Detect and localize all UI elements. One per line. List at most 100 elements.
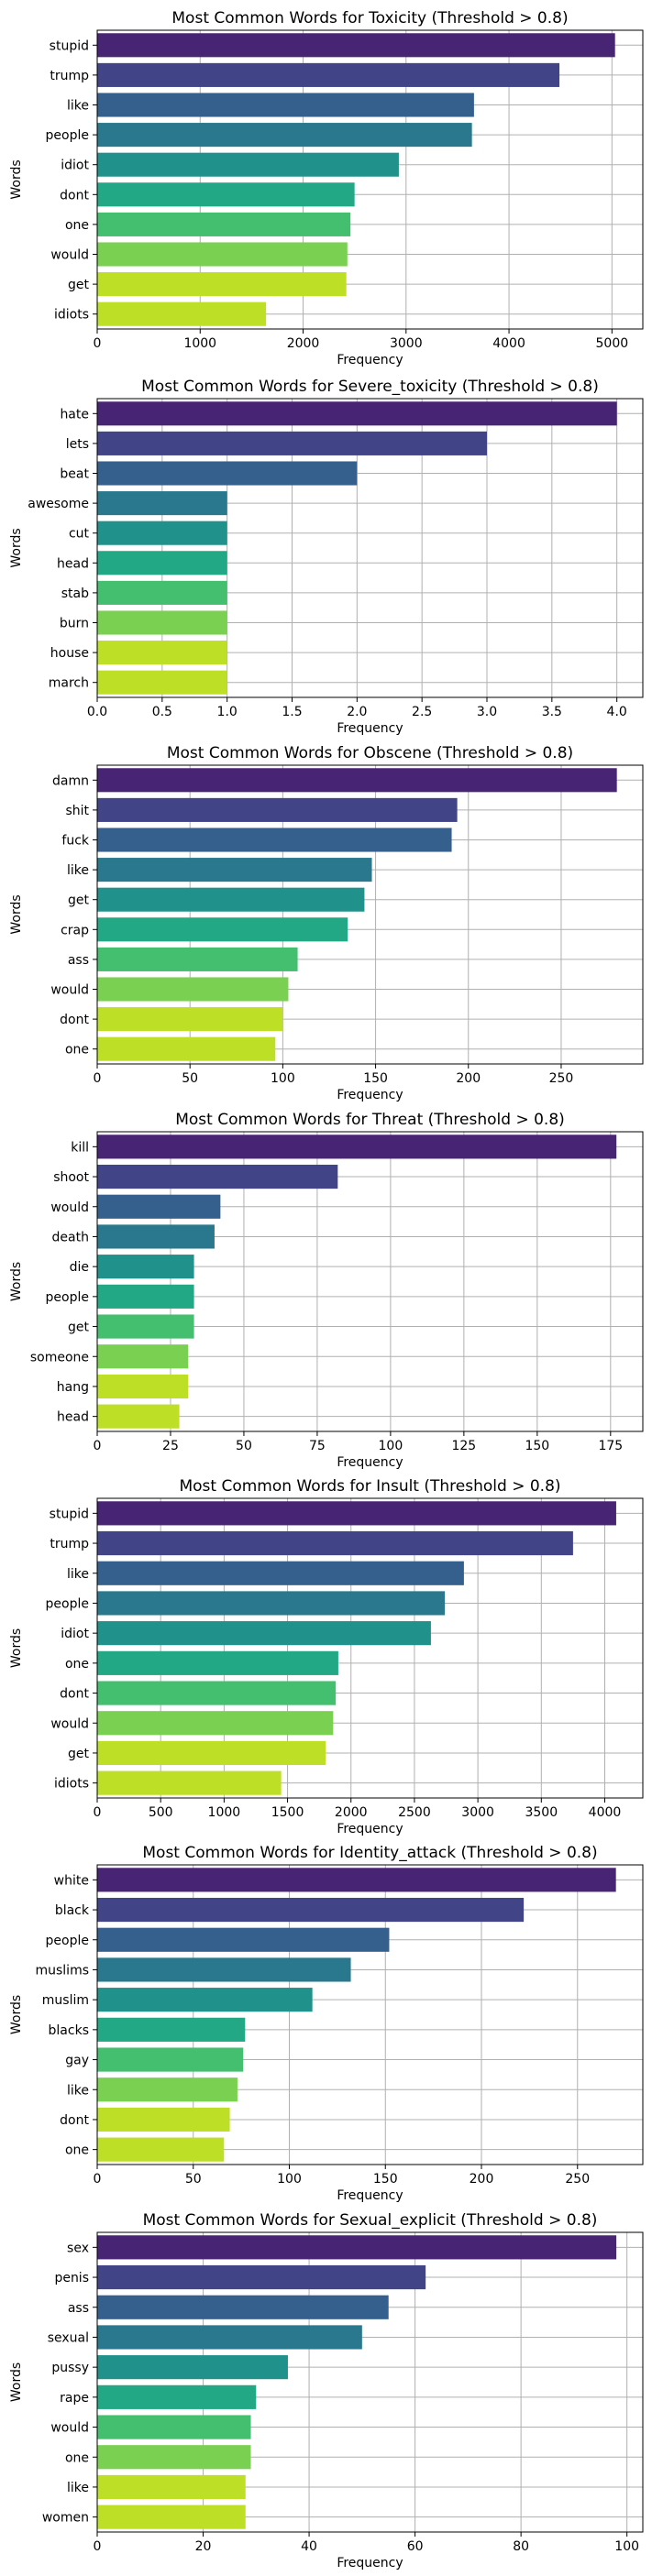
x-tick-label: 200 (456, 1071, 481, 1086)
x-tick-label: 4000 (492, 336, 525, 351)
plot-frame (96, 1864, 644, 2165)
x-tick-label: 4000 (589, 1805, 622, 1820)
y-axis-label: Words (9, 1262, 24, 1301)
y-tick-label: would (50, 2421, 89, 2436)
bar-one (97, 2445, 251, 2470)
bar-would (97, 1711, 334, 1736)
x-tick-label: 150 (525, 1439, 549, 1453)
x-tick-label: 20 (195, 2539, 212, 2554)
y-tick-label: women (42, 2511, 89, 2526)
chart-panel-3: Most Common Words for Obscene (Threshold… (9, 744, 644, 1102)
y-tick-label: awesome (28, 497, 89, 511)
y-tick-label: die (70, 1260, 89, 1275)
bar-get (97, 887, 365, 912)
bar-muslim (97, 1988, 313, 2012)
y-tick-label: idiots (54, 1777, 89, 1792)
bar-idiots (97, 301, 267, 326)
bar-dont (97, 2107, 230, 2132)
x-tick-label: 5000 (596, 336, 629, 351)
bar-ass (97, 2295, 389, 2319)
plot-frame (96, 29, 644, 330)
y-tick-label: muslims (35, 1963, 89, 1978)
x-tick-label: 1500 (271, 1805, 304, 1820)
x-tick-label: 250 (549, 1071, 574, 1086)
bar-trump (97, 62, 560, 87)
x-tick-label: 100 (379, 1439, 403, 1453)
bar-shoot (97, 1164, 338, 1189)
bar-muslims (97, 1957, 351, 1982)
x-tick-label: 3.0 (477, 705, 497, 719)
x-tick-label: 3500 (525, 1805, 558, 1820)
bar-idiots (97, 1770, 282, 1795)
bar-stupid (97, 33, 615, 58)
bar-kill (97, 1135, 617, 1159)
chart-panel-6: Most Common Words for Identity_attack (T… (9, 1844, 644, 2203)
x-tick-label: 1.0 (217, 705, 238, 719)
bar-black (97, 1897, 525, 1923)
y-tick-label: one (65, 2450, 89, 2465)
bar-women (97, 2505, 246, 2529)
bar-like (97, 2474, 246, 2500)
bar-house (97, 641, 227, 665)
y-tick-label: crap (61, 923, 89, 937)
x-tick-label: 3000 (461, 1805, 494, 1820)
y-tick-label: gay (65, 2054, 89, 2068)
bar-like (97, 93, 474, 117)
y-tick-label: like (67, 2481, 89, 2495)
chart-panel-2: Most Common Words for Severe_toxicity (T… (9, 378, 644, 736)
x-tick-label: 1.5 (282, 705, 302, 719)
bar-would (97, 242, 348, 267)
bar-would (97, 977, 289, 1002)
chart-title: Most Common Words for Insult (Threshold … (179, 1477, 560, 1496)
bar-one (97, 1036, 276, 1061)
x-tick-label: 1000 (183, 336, 216, 351)
y-tick-label: like (67, 863, 89, 878)
y-tick-label: rape (60, 2391, 89, 2406)
bar-people (97, 123, 472, 148)
x-axis-label: Frequency (337, 2188, 403, 2203)
x-axis-label: Frequency (337, 1822, 403, 1836)
plot-frame (96, 398, 644, 698)
x-tick-label: 2000 (287, 336, 320, 351)
y-tick-label: one (65, 2143, 89, 2158)
x-tick-label: 2.0 (347, 705, 367, 719)
bar-sexual (97, 2325, 362, 2350)
chart-title: Most Common Words for Severe_toxicity (T… (141, 378, 599, 396)
bar-would (97, 2415, 251, 2439)
y-tick-label: trump (50, 69, 89, 83)
bar-idiot (97, 152, 399, 177)
chart-panel-1: Most Common Words for Toxicity (Threshol… (9, 9, 644, 367)
x-tick-label: 40 (301, 2539, 317, 2554)
y-tick-label: get (68, 278, 90, 292)
x-axis-label: Frequency (337, 1455, 403, 1470)
y-tick-label: sex (67, 2241, 89, 2255)
x-tick-label: 150 (363, 1071, 388, 1086)
bar-die (97, 1255, 194, 1279)
y-tick-label: one (65, 1657, 89, 1672)
x-tick-label: 2000 (335, 1805, 368, 1820)
x-tick-label: 0.0 (87, 705, 107, 719)
bar-get (97, 1740, 326, 1766)
y-tick-label: people (46, 1290, 89, 1305)
bar-idiot (97, 1621, 431, 1646)
x-tick-label: 0 (94, 2172, 102, 2187)
bar-blacks (97, 2017, 246, 2042)
bar-lets (97, 431, 487, 455)
chart-title: Most Common Words for Sexual_explicit (T… (143, 2211, 598, 2230)
x-tick-label: 80 (513, 2539, 529, 2554)
y-tick-label: people (46, 1934, 89, 1948)
y-tick-label: hang (57, 1380, 89, 1395)
plot-frame (96, 1131, 644, 1432)
y-tick-label: shit (65, 804, 89, 818)
bar-awesome (97, 491, 227, 516)
y-tick-label: ass (68, 2301, 89, 2316)
bar-one (97, 2137, 225, 2162)
x-tick-label: 100 (277, 2172, 302, 2187)
bar-one (97, 212, 351, 236)
y-tick-label: like (67, 99, 89, 114)
bar-head (97, 551, 227, 575)
bar-rape (97, 2384, 257, 2409)
y-tick-label: dont (60, 1687, 89, 1702)
plot-frame (96, 2231, 644, 2533)
